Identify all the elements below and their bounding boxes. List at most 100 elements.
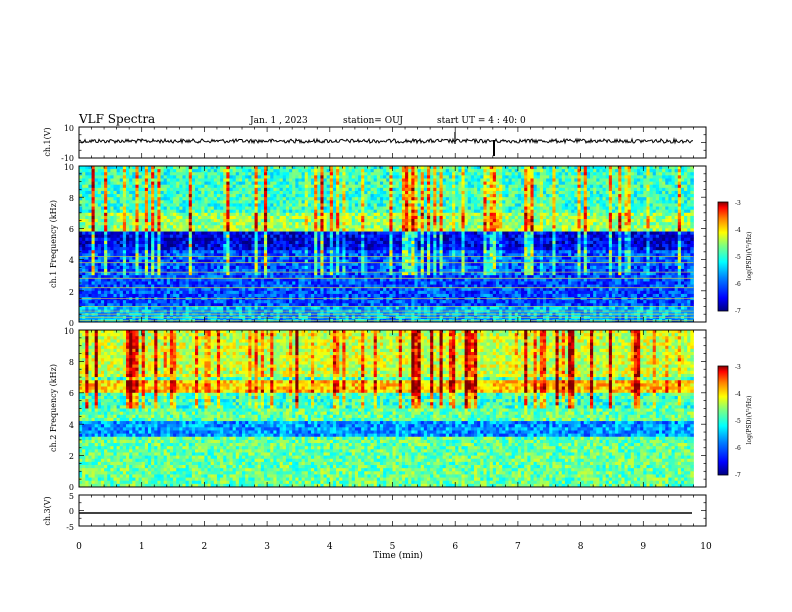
spectrogram-cell	[320, 184, 324, 189]
spectrogram-cell	[580, 231, 585, 236]
spectrogram-cell	[627, 178, 632, 182]
spectrogram-cell	[329, 175, 334, 179]
spectrogram-cell	[226, 166, 230, 170]
spectrogram-cell	[110, 206, 114, 211]
spectrogram-cell	[348, 172, 353, 176]
spectrogram-cell	[627, 187, 632, 192]
spectrogram-cell	[433, 169, 437, 173]
spectrogram-cell	[314, 203, 318, 207]
spectrogram-cell	[376, 209, 381, 214]
spectrogram-cell	[627, 166, 632, 170]
spectrogram-cell	[662, 194, 666, 198]
spectrogram-cell	[439, 197, 444, 201]
spectrogram-cell	[668, 178, 672, 182]
spectrogram-cell	[245, 237, 249, 242]
spectrogram-cell	[470, 206, 475, 211]
spectrogram-cell	[276, 172, 281, 176]
spectrogram-cell	[141, 200, 146, 204]
spectrogram-cell	[517, 178, 522, 182]
spectrogram-cell	[398, 209, 403, 214]
spectrogram-cell	[126, 237, 130, 242]
spectrogram-cell	[555, 203, 560, 207]
spectrogram-cell	[646, 178, 650, 182]
spectrogram-cell	[292, 181, 296, 186]
spectrogram-cell	[310, 187, 315, 192]
spectrogram-cell	[655, 222, 660, 226]
spectrogram-cell	[461, 166, 466, 170]
spectrogram-cell	[370, 178, 375, 182]
spectrogram-cell	[401, 187, 406, 192]
spectrogram-cell	[138, 222, 143, 226]
spectrogram-cell	[561, 184, 566, 189]
spectrogram-cell	[505, 187, 509, 192]
spectrogram-cell	[586, 240, 591, 245]
spectrogram-cell	[442, 203, 447, 207]
spectrogram-cell	[533, 212, 538, 217]
spectrogram-cell	[486, 184, 491, 189]
spectrogram-cell	[448, 231, 453, 236]
spectrogram-cell	[207, 234, 212, 239]
spectrogram-cell	[326, 209, 331, 214]
spectrogram-cell	[414, 222, 418, 226]
spectrogram-cell	[474, 184, 478, 189]
spectrogram-cell	[147, 175, 152, 179]
spectrogram-cell	[564, 175, 569, 179]
spectrogram-cell	[263, 197, 268, 201]
spectrogram-cell	[295, 219, 299, 223]
spectrogram-cell	[345, 172, 350, 176]
spectrogram-cell	[138, 187, 143, 192]
spectrogram-cell	[298, 212, 302, 217]
spectrogram-cell	[445, 197, 450, 201]
spectrogram-cell	[282, 206, 287, 211]
spectrogram-cell	[495, 203, 500, 207]
spectrogram-cell	[442, 237, 447, 242]
spectrogram-cell	[430, 228, 434, 232]
spectrogram-cell	[405, 225, 409, 229]
spectrogram-cell	[655, 206, 660, 211]
spectrogram-cell	[464, 197, 469, 201]
spectrogram-cell	[395, 206, 400, 211]
spectrogram-cell	[351, 200, 356, 204]
spectrogram-cell	[82, 225, 86, 229]
spectrogram-cell	[361, 240, 365, 245]
spectrogram-cell	[536, 215, 541, 220]
spectrogram-cell	[370, 190, 375, 195]
spectrogram-cell	[304, 225, 309, 229]
spectrogram-cell	[605, 194, 610, 198]
spectrogram-cell	[361, 209, 365, 214]
spectrogram-cell	[652, 222, 657, 226]
spectrogram-cell	[154, 209, 158, 214]
spectrogram-cell	[323, 206, 328, 211]
spectrogram-cell	[169, 215, 174, 220]
spectrogram-cell	[430, 175, 434, 179]
spectrogram-cell	[517, 237, 522, 242]
spectrogram-cell	[361, 178, 365, 182]
spectrogram-cell	[88, 212, 92, 217]
spectrogram-cell	[405, 231, 409, 236]
spectrogram-cell	[680, 219, 685, 223]
spectrogram-cell	[147, 169, 152, 173]
spectrogram-cell	[251, 234, 255, 239]
ch1-ytick-bottom: -10	[61, 154, 74, 163]
spectrogram-cell	[430, 172, 434, 176]
spectrogram-cell	[495, 181, 500, 186]
spectrogram-cell	[590, 194, 594, 198]
spectrogram-cell	[539, 194, 544, 198]
spectrogram-cell	[467, 178, 472, 182]
spectrogram-cell	[226, 231, 230, 236]
spectrogram-cell	[204, 187, 208, 192]
spectrogram-cell	[674, 203, 679, 207]
spectrogram-cell	[317, 187, 321, 192]
spectrogram-cell	[88, 215, 92, 220]
spectrogram-cell	[662, 200, 666, 204]
spectrogram-cell	[464, 194, 469, 198]
spectrogram-cell	[82, 197, 86, 201]
spectrogram-cell	[561, 203, 566, 207]
spectrogram-cell	[201, 215, 205, 220]
spectrogram-cell	[157, 225, 161, 229]
spectrogram-cell	[546, 231, 550, 236]
spectrogram-cell	[238, 200, 243, 204]
spectrogram-cell	[643, 187, 647, 192]
spectrogram-cell	[665, 215, 669, 220]
spectrogram-cell	[151, 200, 155, 204]
